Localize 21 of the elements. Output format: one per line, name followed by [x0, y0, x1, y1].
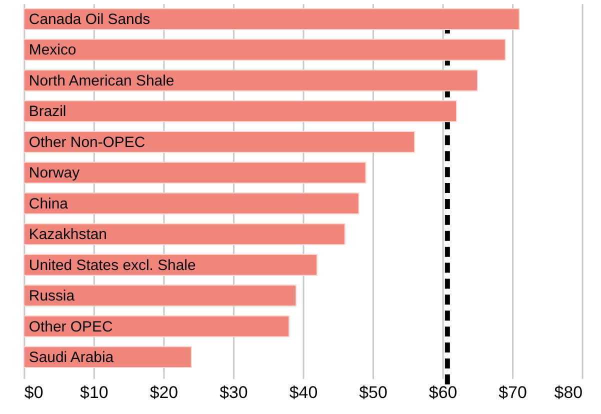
y-tick-label: Canada Oil Sands: [28, 11, 150, 28]
y-tick-label: Mexico: [28, 42, 76, 59]
x-tick-label: $60: [428, 382, 458, 402]
y-tick-label: United States excl. Shale: [28, 256, 196, 274]
x-tick-label: $20: [150, 382, 178, 402]
y-tick-label: North American Shale: [28, 72, 174, 90]
y-tick-label: Russia: [28, 288, 76, 305]
y-tick-label: China: [28, 195, 69, 212]
y-tick-label: Brazil: [28, 103, 66, 120]
x-tick-label: $10: [80, 382, 108, 402]
x-tick-label: $80: [554, 382, 583, 402]
x-tick-label: $0: [24, 382, 44, 402]
x-tick-label: $70: [498, 382, 527, 402]
y-tick-label: Other OPEC: [28, 318, 113, 336]
x-tick-label: $30: [220, 382, 248, 402]
x-tick-label: $50: [359, 382, 388, 402]
y-tick-label: Other Non-OPEC: [28, 134, 146, 151]
y-tick-label: Saudi Arabia: [28, 349, 114, 366]
x-tick-label: $40: [289, 382, 318, 402]
y-tick-label: Kazakhstan: [28, 226, 107, 244]
y-tick-label: Norway: [28, 164, 80, 182]
